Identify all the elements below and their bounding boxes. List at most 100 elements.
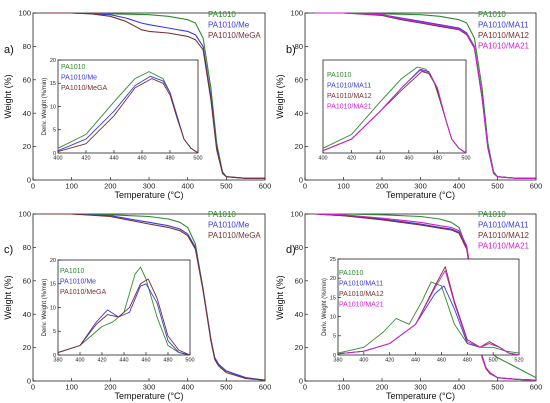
main-x-tick-label: 300 xyxy=(414,182,427,191)
main-legend-entry: PA1010 xyxy=(208,210,236,219)
inset-x-tick-label: 380 xyxy=(333,358,342,364)
inset-y-tick-label: 15 xyxy=(50,81,56,87)
inset-x-tick-label: 380 xyxy=(53,358,62,364)
main-y-tick-label: 100 xyxy=(18,210,31,219)
main-x-tick-label: 500 xyxy=(491,383,504,392)
main-y-tick-label: 80 xyxy=(295,42,303,51)
inset-y-tick-label: 15 xyxy=(50,282,56,288)
main-x-tick-label: 100 xyxy=(337,182,350,191)
main-y-tick-label: 80 xyxy=(23,243,31,252)
main-legend-entry: PA1010/MA11 xyxy=(478,21,529,30)
inset-y-tick-label: 10 xyxy=(330,315,336,321)
inset-legend-entry: PA1010/MA21 xyxy=(327,104,372,111)
inset-legend-entry: PA1010 xyxy=(327,72,351,79)
panel-label: b) xyxy=(286,44,296,56)
main-y-tick-label: 60 xyxy=(295,276,303,285)
main-x-tick-label: 0 xyxy=(303,383,307,392)
main-y-tick-label: 60 xyxy=(23,276,31,285)
inset-y-tick-label: 5 xyxy=(53,128,56,134)
dtg-inset: 400 420 440 460 480 500 0 5 10 15 20 PA1010 PA1010/M… xyxy=(42,58,203,162)
x-axis-label: Temperature (°C) xyxy=(386,391,455,401)
inset-background xyxy=(58,260,190,355)
dtg-inset: 380 400 420 440 460 480 500 520 0 5 10 15 20 25 PA1010… xyxy=(322,257,524,364)
main-x-tick-label: 600 xyxy=(530,182,543,191)
main-x-tick-label: 300 xyxy=(414,383,427,392)
main-x-tick-label: 300 xyxy=(143,383,156,392)
inset-x-tick-label: 420 xyxy=(385,358,394,364)
inset-x-tick-label: 400 xyxy=(318,156,327,162)
panel-label: d) xyxy=(286,244,296,256)
inset-series-pa1010-ma21 xyxy=(337,270,520,356)
inset-frame xyxy=(337,258,520,356)
inset-y-tick-label: 0 xyxy=(53,151,56,157)
inset-legend-entry: PA1010/Me xyxy=(60,279,96,286)
main-y-tick-label: 40 xyxy=(23,310,31,319)
inset-x-tick-label: 420 xyxy=(81,156,90,162)
main-y-tick-label: 40 xyxy=(23,109,31,118)
inset-series-pa1010-me xyxy=(57,283,191,356)
main-y-tick-label: 20 xyxy=(295,142,303,151)
inset-series-pa1010-mega xyxy=(57,278,191,356)
inset-series-pa1010-ma21 xyxy=(322,69,467,154)
inset-y-tick-label: 20 xyxy=(330,276,336,282)
main-y-tick-label: 60 xyxy=(295,75,303,84)
main-legend-entry: PA1010 xyxy=(478,10,506,19)
inset-x-tick-label: 460 xyxy=(141,358,150,364)
main-series-pa1010-me xyxy=(42,213,266,381)
main-x-tick-label: 600 xyxy=(259,383,272,392)
main-x-tick-label: 100 xyxy=(65,182,78,191)
main-x-tick-label: 400 xyxy=(453,182,466,191)
main-y-tick-label: 80 xyxy=(295,243,303,252)
main-y-tick-label: 40 xyxy=(295,310,303,319)
dtg-inset: 380 400 420 440 460 480 500 0 5 10 15 20 PA1010 PA101… xyxy=(42,258,195,364)
inset-x-tick-label: 460 xyxy=(137,156,146,162)
main-x-tick-label: 200 xyxy=(376,383,389,392)
main-y-tick-label: 100 xyxy=(18,9,31,18)
main-y-tick-label: 0 xyxy=(27,377,31,386)
inset-x-tick-label: 440 xyxy=(109,156,118,162)
inset-y-tick-label: 20 xyxy=(50,58,56,64)
inset-x-tick-label: 440 xyxy=(376,156,385,162)
main-x-tick-label: 600 xyxy=(259,182,272,191)
inset-y-tick-label: 20 xyxy=(50,258,56,264)
inset-x-tick-label: 480 xyxy=(165,156,174,162)
main-legend-entry: PA1010/Me xyxy=(208,221,250,230)
inset-x-tick-label: 500 xyxy=(185,358,194,364)
y-axis-label: Weight (%) xyxy=(275,74,285,118)
inset-y-tick-label: 5 xyxy=(53,329,56,335)
main-y-tick-label: 40 xyxy=(295,109,303,118)
main-legend-entry: PA1010/Me xyxy=(208,21,250,30)
main-y-tick-label: 20 xyxy=(23,343,31,352)
main-y-tick-label: 0 xyxy=(299,176,303,185)
inset-legend-entry: PA1010/MA11 xyxy=(339,281,383,288)
main-legend-entry: PA1010/MA21 xyxy=(478,42,530,51)
inset-legend-entry: PA1010/MeGA xyxy=(60,289,107,296)
main-series-pa1010-ma21 xyxy=(314,12,536,179)
inset-x-tick-label: 520 xyxy=(514,358,523,364)
inset-x-tick-label: 500 xyxy=(489,358,498,364)
x-axis-label: Temperature (°C) xyxy=(114,391,183,401)
inset-y-tick-label: 15 xyxy=(330,295,336,301)
x-axis-label: Temperature (°C) xyxy=(114,190,183,200)
main-x-tick-label: 200 xyxy=(104,182,117,191)
main-y-tick-label: 20 xyxy=(295,343,303,352)
main-x-tick-label: 0 xyxy=(31,383,35,392)
inset-x-tick-label: 480 xyxy=(163,358,172,364)
main-x-tick-label: 300 xyxy=(143,182,156,191)
main-x-tick-label: 600 xyxy=(530,383,543,392)
inset-y-tick-label: 10 xyxy=(50,305,56,311)
inset-x-tick-label: 500 xyxy=(193,156,202,162)
panel-label: a) xyxy=(4,44,14,56)
main-x-tick-label: 200 xyxy=(376,182,389,191)
inset-legend-entry: PA1010/MA21 xyxy=(339,302,384,309)
main-x-tick-label: 400 xyxy=(181,182,194,191)
main-x-tick-label: 400 xyxy=(453,383,466,392)
main-legend-entry: PA1010/MA11 xyxy=(478,221,529,230)
inset-legend-entry: PA1010/MA12 xyxy=(339,291,384,298)
inset-x-tick-label: 440 xyxy=(411,358,420,364)
inset-y-axis-label: Deriv. Weight (%/min) xyxy=(322,278,328,336)
inset-background xyxy=(338,259,519,355)
